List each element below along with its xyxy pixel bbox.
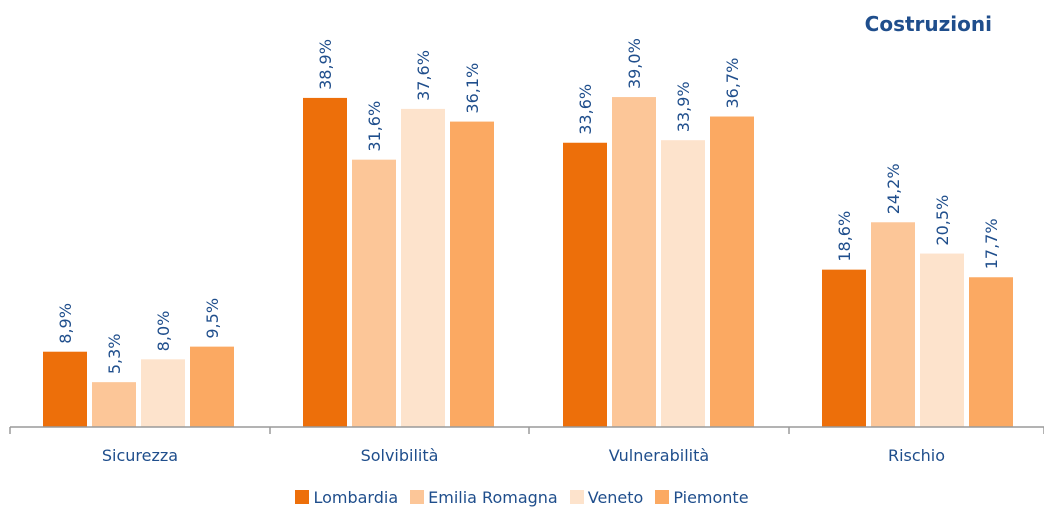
value-label: 38,9% [316,39,335,90]
value-label: 9,5% [203,298,222,339]
value-label: 36,7% [723,58,742,109]
legend-label: Veneto [587,488,644,507]
value-label: 31,6% [365,101,384,152]
value-label: 36,1% [463,63,482,114]
legend-label: Lombardia [313,488,399,507]
bar-piemonte-0 [190,346,234,427]
value-label: 24,2% [884,163,903,214]
legend-swatch [569,490,584,504]
bar-emilia-romagna-2 [612,97,656,427]
value-label: 17,7% [982,218,1001,269]
value-label: 33,9% [674,81,693,132]
legend-swatch [410,490,425,504]
bar-veneto-3 [920,253,964,427]
value-label: 8,0% [154,311,173,352]
value-label: 20,5% [933,195,952,246]
bar-veneto-2 [661,140,705,427]
bar-lombardia-3 [822,269,866,427]
bars-group [43,97,1013,428]
category-labels-group: Sicurezza Solvibilità Vulnerabilità Rischio [102,446,945,465]
legend-item: Lombardia [295,488,398,507]
value-label: 39,0% [625,38,644,89]
bar-emilia-romagna-0 [92,382,136,427]
bar-piemonte-1 [450,121,494,428]
value-labels-group: 8,9% 5,3% 8,0% 9,5% 38,9% 31,6% 37,6% 36,1% 33,6… [56,38,1001,374]
category-label: Solvibilità [361,446,439,465]
chart-title: Costruzioni [864,12,992,36]
bar-emilia-romagna-3 [871,222,915,427]
bar-veneto-1 [401,108,445,428]
value-label: 33,6% [576,84,595,135]
x-axis-ticks [9,427,1044,434]
bar-piemonte-2 [710,116,754,427]
legend: Lombardia Emilia Romagna Veneto Piemonte [0,488,1044,507]
legend-item: Piemonte [655,488,749,507]
bar-lombardia-1 [303,97,347,427]
value-label: 5,3% [105,334,124,375]
legend-swatch [295,490,310,504]
legend-item: Emilia Romagna [410,488,558,507]
value-label: 8,9% [56,303,75,344]
category-label: Sicurezza [102,446,178,465]
value-label: 37,6% [414,50,433,101]
category-label: Rischio [888,446,945,465]
legend-label: Emilia Romagna [428,488,558,507]
legend-swatch [655,490,670,504]
legend-item: Veneto [569,488,644,507]
legend-label: Piemonte [673,488,749,507]
category-label: Vulnerabilità [609,446,709,465]
bar-piemonte-3 [969,277,1013,427]
bar-veneto-0 [141,359,185,427]
bar-lombardia-0 [43,351,87,427]
bar-emilia-romagna-1 [352,159,396,427]
value-label: 18,6% [835,211,854,262]
bar-lombardia-2 [563,142,607,427]
